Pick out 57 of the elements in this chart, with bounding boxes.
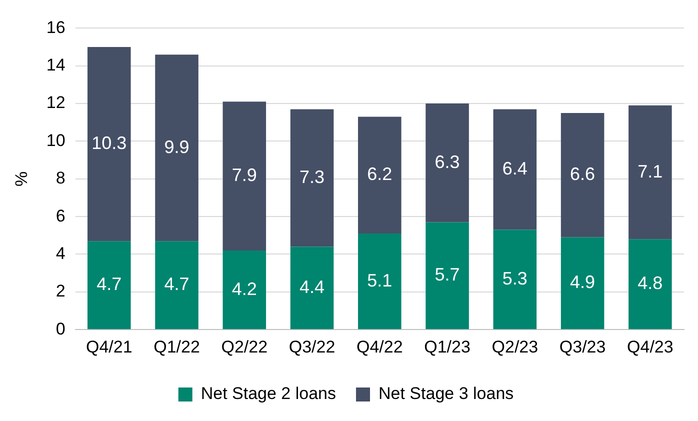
bar [155,54,198,242]
x-tick-label: Q4/22 [356,337,403,356]
bar [426,222,469,330]
bar [87,241,131,330]
bar [560,112,604,238]
bar [493,230,537,330]
x-tick-label: Q2/22 [221,337,268,356]
bar [222,102,266,250]
bar [560,237,604,330]
y-tick-label: 10 [46,130,66,150]
legend-label: Net Stage 2 loans [200,384,336,404]
bar [290,246,334,330]
data-label: 6.3 [434,152,460,172]
data-label: 4.2 [232,278,257,299]
x-tick-label: Q1/22 [154,337,200,356]
y-tick-label: 16 [46,18,66,37]
y-tick-label: 14 [46,56,66,75]
bar [222,250,266,330]
bar [628,239,672,330]
data-label: 5.1 [367,270,392,290]
x-tick-label: Q4/23 [627,337,674,356]
x-tick-label: Q2/23 [492,337,538,356]
data-label: 5.7 [434,264,460,285]
y-tick-label: 12 [46,93,66,112]
legend-label: Net Stage 3 loans [378,384,514,404]
x-tick-label: Q3/23 [559,337,606,356]
y-tick-label: 6 [56,206,66,226]
bar [155,241,198,330]
data-label: 7.3 [300,166,325,187]
data-label: 7.9 [232,165,257,186]
bar [358,234,402,330]
bar [426,104,469,222]
bar [493,109,537,230]
y-tick-label: 2 [56,282,66,301]
data-label: 6.6 [570,164,596,184]
bar [87,47,131,242]
data-label: 4.4 [300,276,325,297]
data-label: 4.9 [570,272,596,292]
data-label: 4.7 [96,274,122,294]
x-tick-label: Q4/21 [86,337,132,356]
x-tick-label: Q1/23 [424,337,470,356]
data-label: 4.7 [164,274,190,294]
y-tick-label: 4 [56,244,66,263]
y-tick-label: 8 [56,168,66,188]
data-label: 10.3 [92,133,127,154]
data-label: 5.3 [502,268,528,288]
y-axis-title: % [12,171,31,186]
y-tick-label: 0 [56,319,66,338]
x-tick-label: Q3/22 [288,337,336,356]
data-label: 7.1 [638,161,663,182]
bar [628,105,672,240]
data-label: 6.2 [367,164,392,184]
bar [358,116,402,234]
bar [290,109,334,247]
data-label: 6.4 [502,158,528,178]
data-label: 4.8 [638,273,663,294]
data-label: 9.9 [164,136,190,157]
